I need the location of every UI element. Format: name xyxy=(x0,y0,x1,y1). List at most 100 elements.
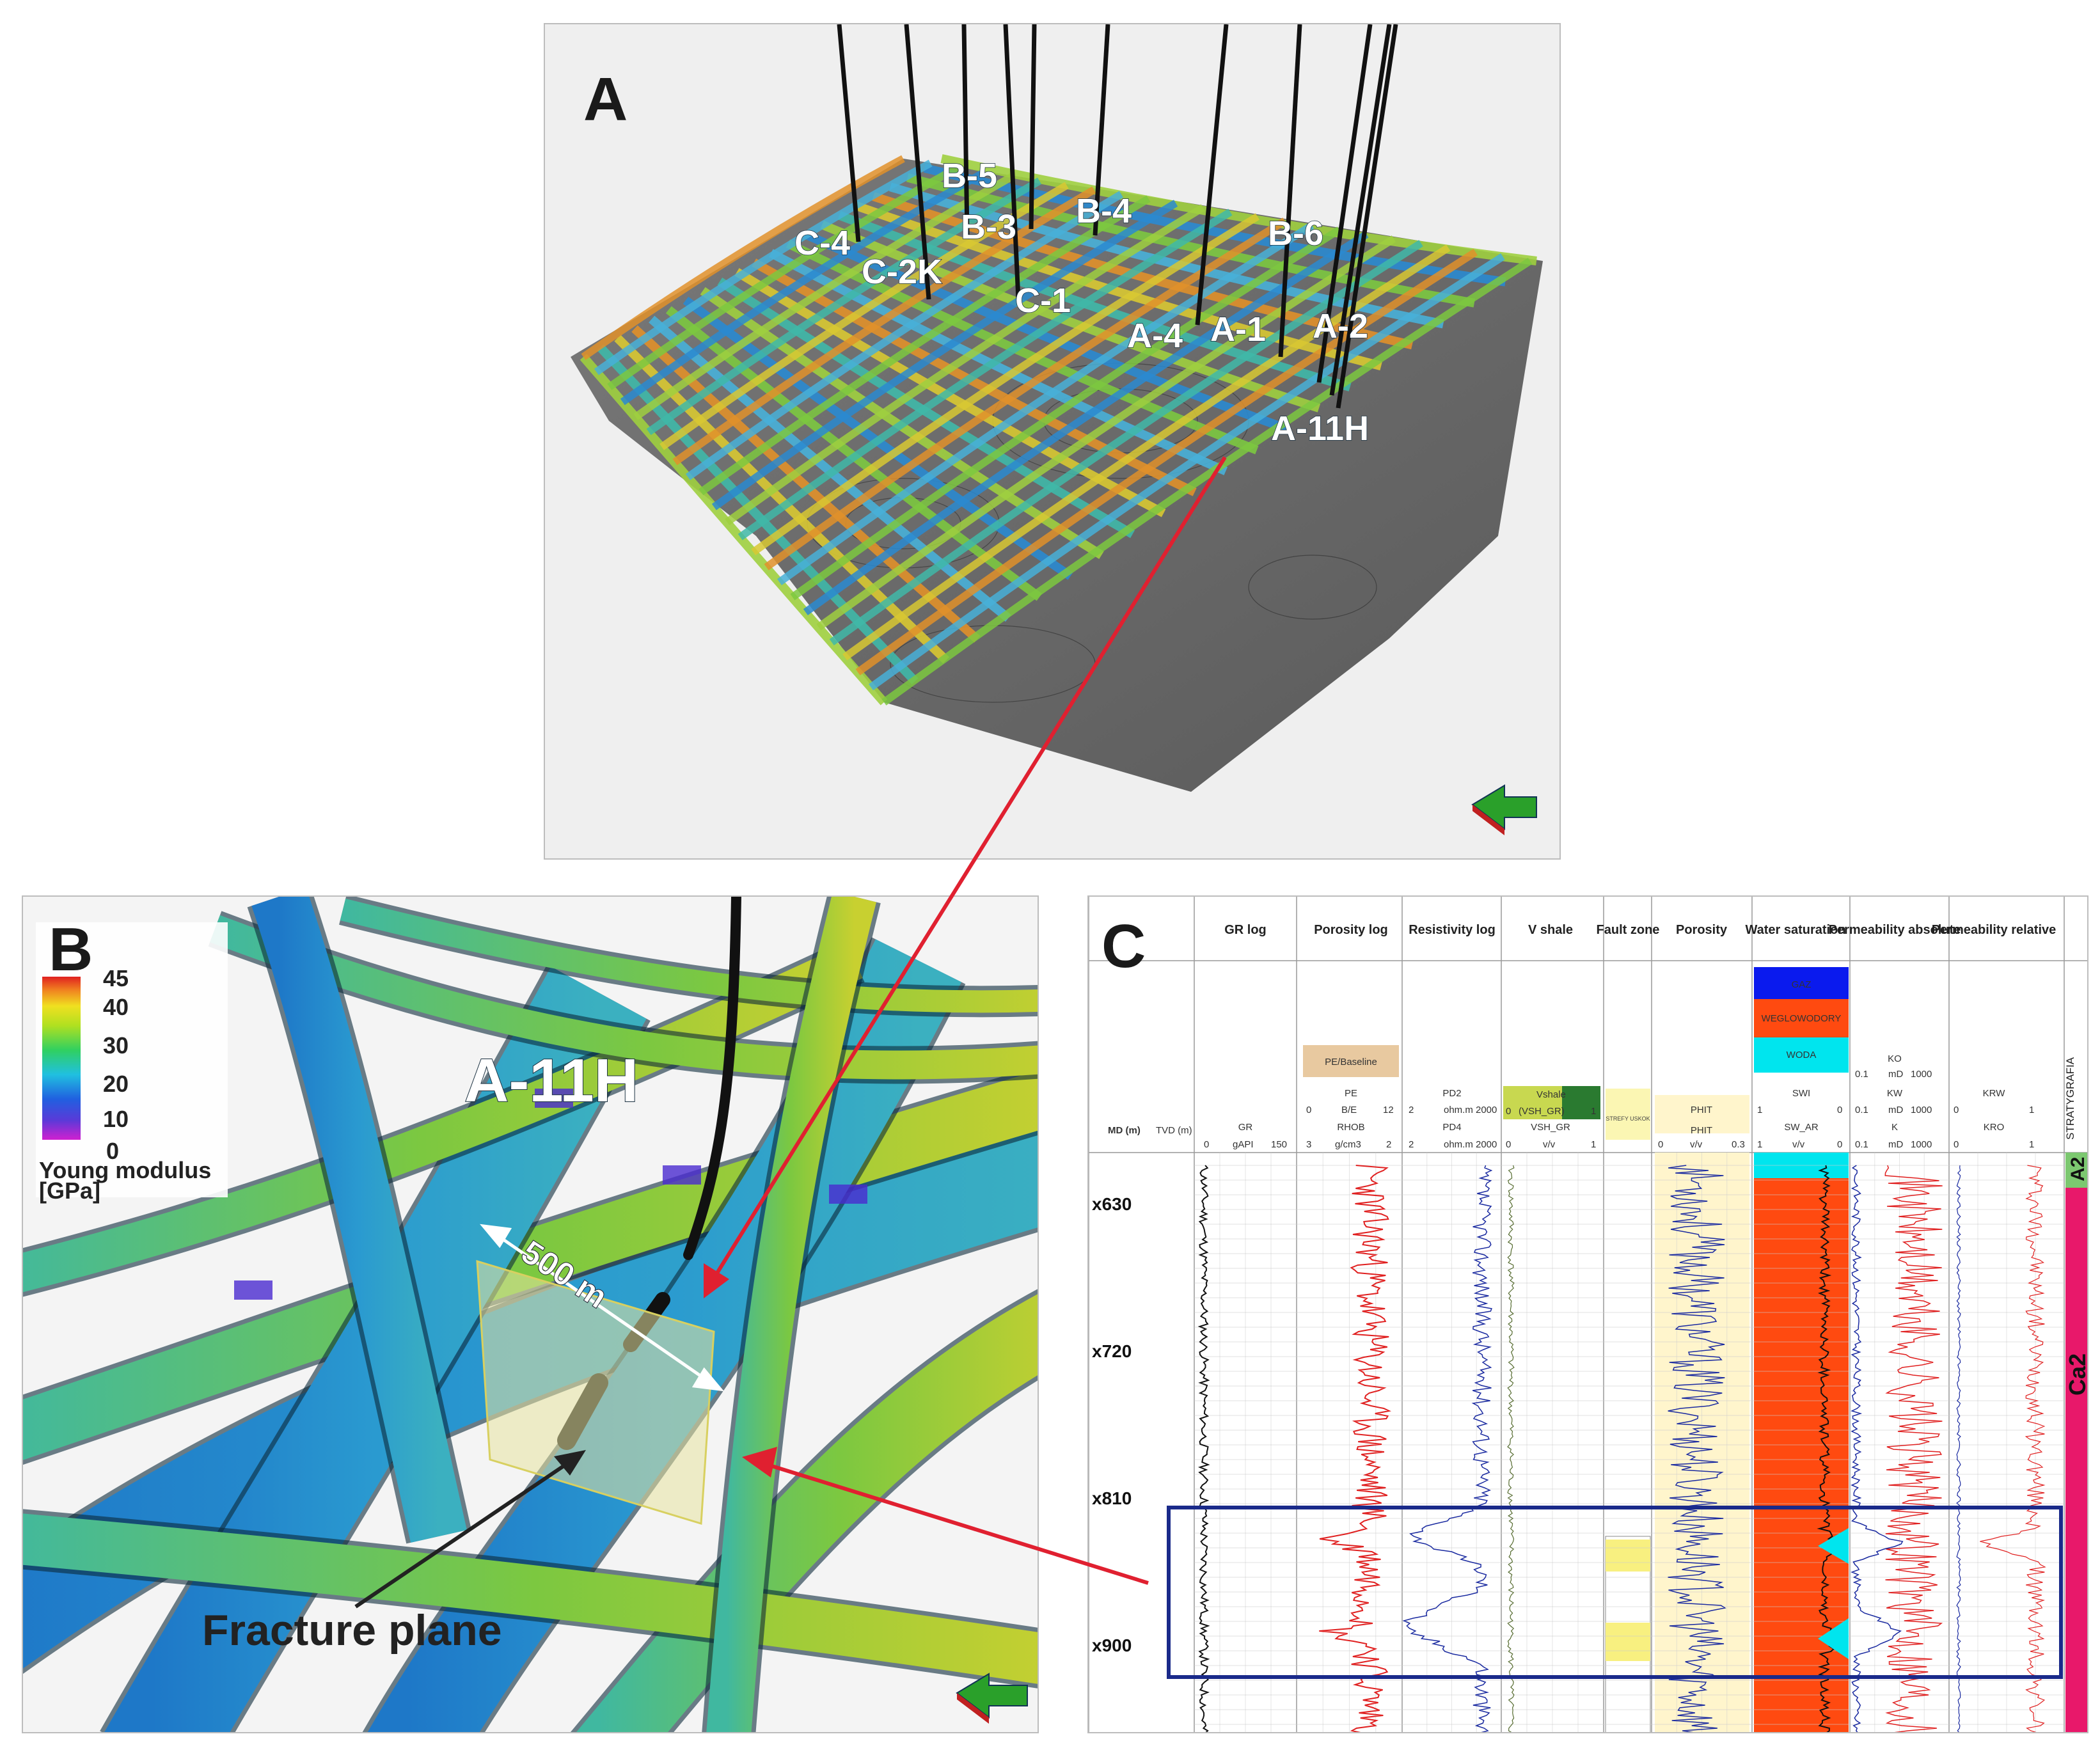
pe-baseline-box: PE/Baseline xyxy=(1325,1057,1377,1067)
ko-curve xyxy=(1884,1165,1943,1732)
grid-strip xyxy=(769,249,1228,475)
orientation-arrow-icon xyxy=(956,1673,1028,1724)
well-trajectory xyxy=(837,24,861,242)
fracture-plane xyxy=(476,1259,715,1525)
well-label: B-6 xyxy=(1268,214,1323,253)
young-modulus-beam xyxy=(251,897,467,1543)
water-legend: WODA xyxy=(1787,1050,1817,1060)
well-trajectories xyxy=(837,24,1398,409)
track-header: V shale xyxy=(1528,923,1573,937)
phit-curve xyxy=(1668,1165,1726,1732)
well-trajectory xyxy=(1029,24,1037,230)
legend-tick: 10 xyxy=(103,1106,129,1132)
panel-a-letter: A xyxy=(583,65,628,134)
pd4-scale-unit: ohm.m xyxy=(1444,1139,1473,1150)
phit-scale-min: 0 xyxy=(1658,1139,1663,1150)
panel-b-canvas: 500 m A-11H Fracture plane 45 40 30 20 1… xyxy=(23,897,1038,1732)
depth-labels: x630 x720 x810 x900 xyxy=(1092,1194,1132,1655)
grid-strip xyxy=(820,220,1321,413)
well-label: C-1 xyxy=(1015,281,1071,320)
grid-strip xyxy=(699,195,1151,496)
water-saturation-spike xyxy=(1818,1618,1849,1659)
vshale-box-unit: (VSH_GR) xyxy=(1519,1106,1565,1117)
well-label: A-4 xyxy=(1127,317,1183,355)
vshale-box-max: 1 xyxy=(1591,1106,1596,1117)
gr-scale-min: 0 xyxy=(1204,1139,1209,1150)
k-label: K xyxy=(1891,1122,1898,1133)
sw-scale-max: 0 xyxy=(1837,1139,1842,1150)
color-scale-bar xyxy=(42,977,81,1140)
vsh-scale-max: 1 xyxy=(1591,1139,1596,1150)
pe-scale-min: 0 xyxy=(1306,1105,1311,1115)
gr-curve xyxy=(1197,1165,1210,1732)
fault-zone-marker xyxy=(1606,1540,1650,1572)
legend-tick: 45 xyxy=(103,965,129,991)
well-label: B-5 xyxy=(942,157,997,195)
panel-c-canvas: C GR log Porosity log Resistivity log V … xyxy=(1089,897,2087,1732)
grid-strip xyxy=(594,159,933,375)
grid-strip xyxy=(607,164,960,390)
high-modulus-cell xyxy=(535,1089,573,1108)
pd4-scale-max: 2000 xyxy=(1476,1139,1497,1150)
track-header: Permeability relative xyxy=(1932,923,2057,937)
kw-scale-unit: mD xyxy=(1888,1105,1903,1115)
legend-tick: 30 xyxy=(103,1032,129,1059)
kro-scale-max: 1 xyxy=(2029,1139,2034,1150)
well-trajectory xyxy=(1093,24,1110,236)
water-saturation-spike xyxy=(1818,1528,1849,1564)
panel-b-letter: B xyxy=(49,915,93,984)
grid-strip xyxy=(803,230,1290,434)
gr-scale-unit: gAPI xyxy=(1233,1139,1254,1150)
phit-label: PHIT xyxy=(1691,1125,1712,1136)
depth-label: x810 xyxy=(1092,1488,1132,1508)
pd2-scale-unit: ohm.m xyxy=(1444,1105,1473,1115)
scale-dimension-arrow xyxy=(480,1224,724,1392)
well-label-a-11h: A-11H xyxy=(464,1046,638,1115)
legend-tick: 0 xyxy=(106,1138,119,1164)
stratygrafia-header: STRATYGRAFIA xyxy=(2064,1057,2076,1140)
legend-tick: 40 xyxy=(103,994,129,1020)
swi-scale-min: 1 xyxy=(1757,1105,1762,1115)
fault-zone-label: STREFY USKOK xyxy=(1606,1115,1650,1122)
well-trajectory xyxy=(961,24,970,236)
high-modulus-cell xyxy=(234,1280,272,1300)
log-gridlines xyxy=(1194,1153,2064,1732)
young-modulus-beam xyxy=(104,966,647,1732)
track-header: Resistivity log xyxy=(1409,923,1496,937)
grid-strip xyxy=(889,182,1444,329)
tvd-header: TVD (m) xyxy=(1156,1125,1192,1136)
high-modulus-cell xyxy=(663,1165,701,1185)
grid-strip xyxy=(620,168,987,406)
well-label: C-4 xyxy=(794,224,850,262)
kw-label: KW xyxy=(1887,1088,1903,1099)
md-header: MD (m) xyxy=(1108,1125,1141,1136)
well-label: A-1 xyxy=(1210,310,1266,349)
ko-scale-unit: mD xyxy=(1888,1069,1903,1080)
hydrocarbon-legend: WEGLOWODORY xyxy=(1762,1013,1842,1024)
rhob-curve xyxy=(1319,1165,1391,1732)
pd2-scale-max: 2000 xyxy=(1476,1105,1497,1115)
strat-a2 xyxy=(2065,1153,2087,1188)
sw-hydrocarbon-fill xyxy=(1754,1178,1849,1732)
gas-legend: GAZ xyxy=(1792,979,1812,990)
vshale-box: Vshale xyxy=(1536,1089,1566,1100)
well-trajectory xyxy=(904,24,931,300)
well-label: A-11H xyxy=(1271,409,1369,448)
k-scale-max: 1000 xyxy=(1911,1139,1932,1150)
pe-scale-max: 12 xyxy=(1383,1105,1394,1115)
panel-a-3d-grid-view: B-5 B-3 B-4 C-4 C-2K C-1 B-6 A-4 A-1 A-2… xyxy=(544,23,1561,860)
track-header: Permeability absolute xyxy=(1829,923,1961,937)
fracture-plane-label: Fracture plane xyxy=(202,1606,502,1655)
depth-label: x900 xyxy=(1092,1635,1132,1655)
track-header: Water saturation xyxy=(1745,923,1845,937)
well-label: B-4 xyxy=(1076,192,1132,230)
pe-label: PE xyxy=(1345,1088,1357,1099)
pd4-label: PD4 xyxy=(1442,1122,1461,1133)
legend-unit: [GPa] xyxy=(39,1178,100,1204)
pd4-curve xyxy=(1402,1165,1493,1732)
ko-scale-max: 1000 xyxy=(1911,1069,1932,1080)
kw-scale-max: 1000 xyxy=(1911,1105,1932,1115)
track-header: Porosity log xyxy=(1314,923,1388,937)
pd2-scale-min: 2 xyxy=(1409,1105,1414,1115)
well-label: B-3 xyxy=(961,208,1016,246)
